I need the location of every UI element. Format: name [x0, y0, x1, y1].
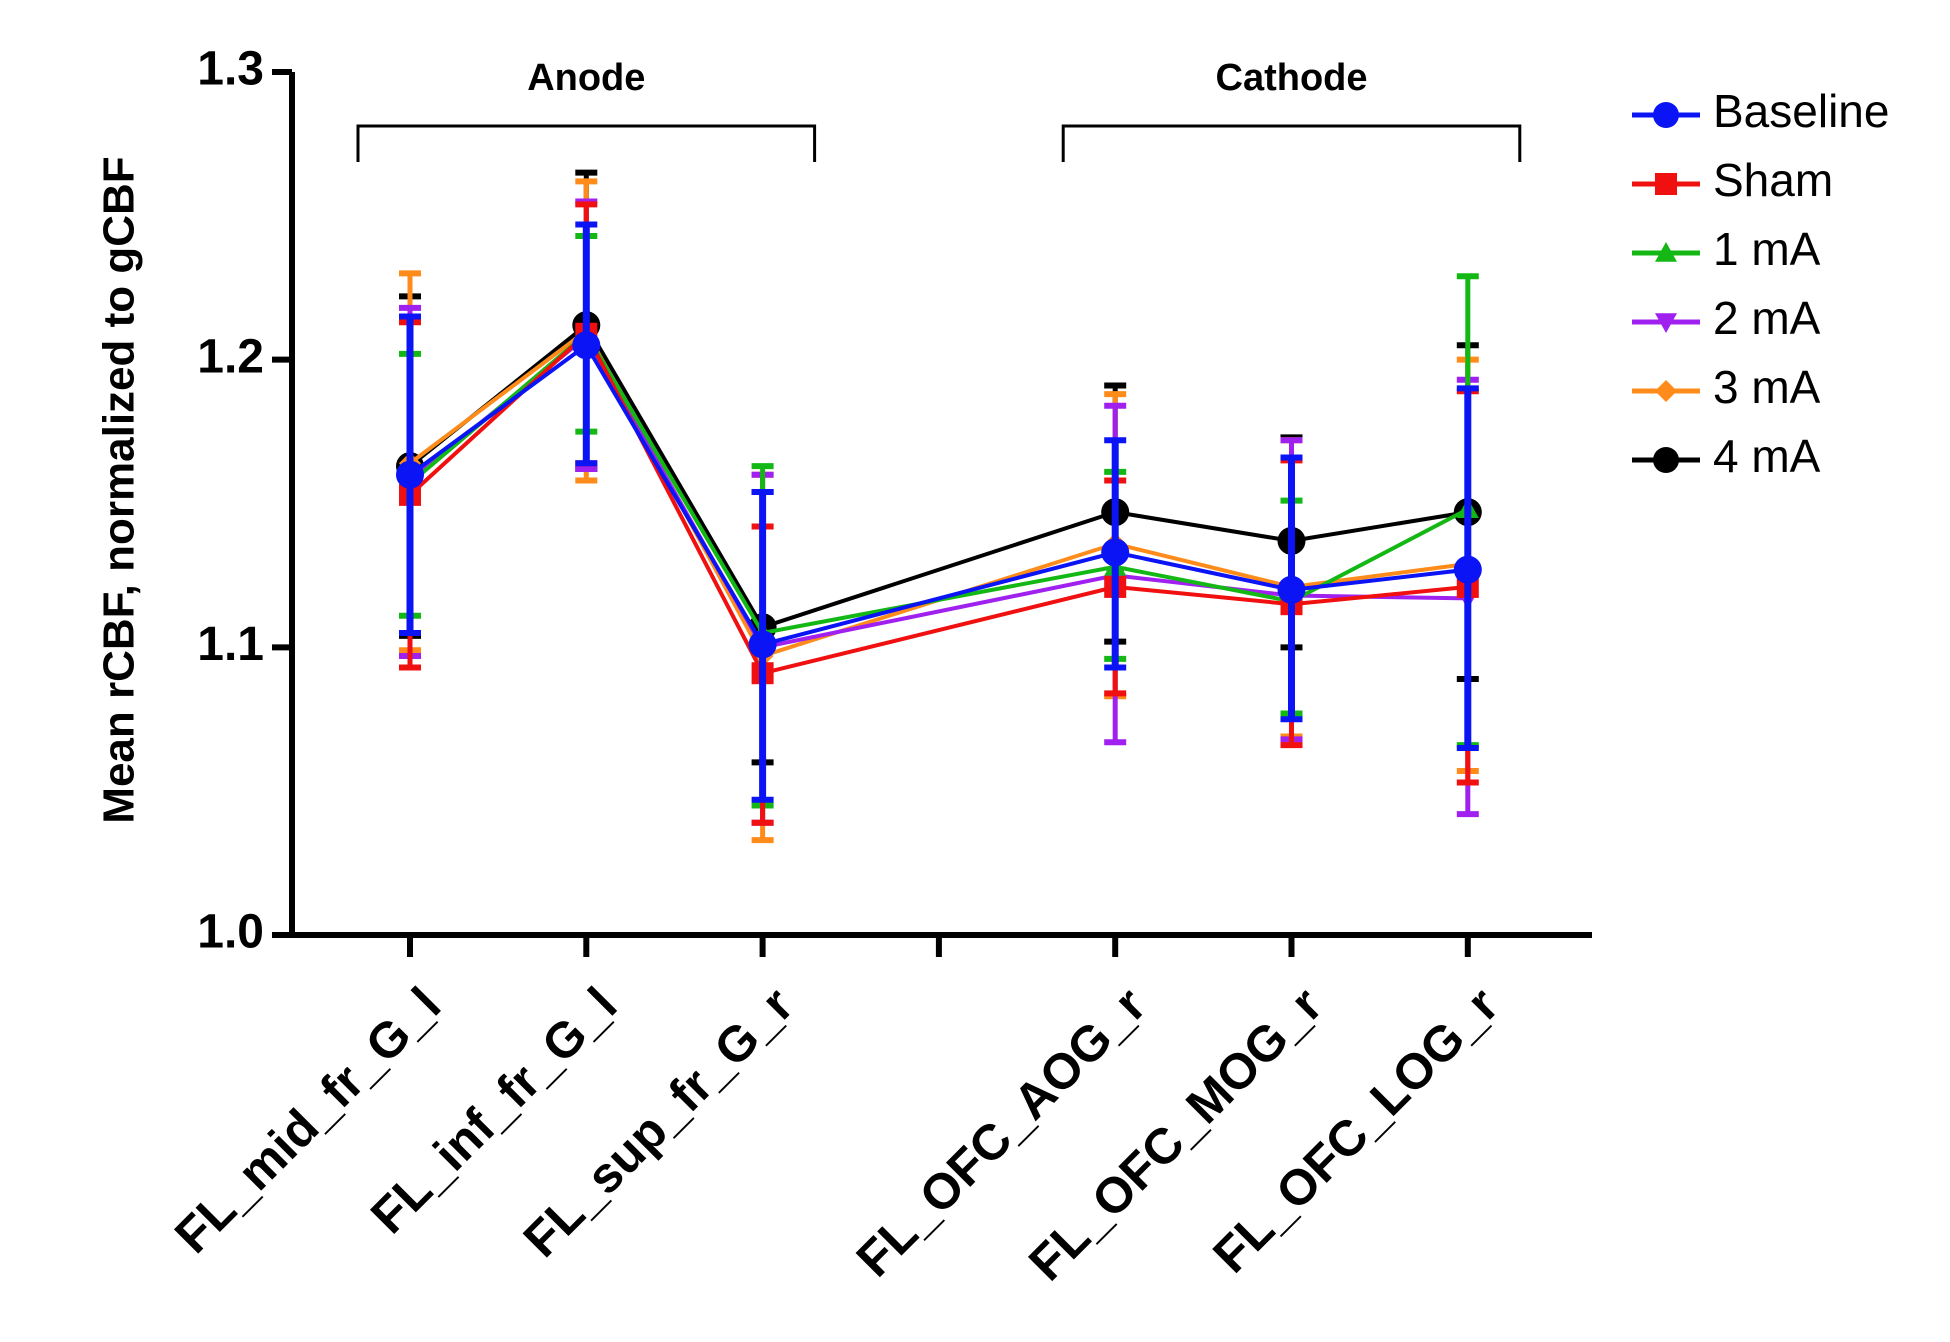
data-point	[1655, 380, 1677, 402]
legend: Baseline Sham 1 mA 2 mA 3 mA 4 mA	[1632, 85, 1889, 482]
series-4-ma	[396, 169, 1482, 766]
group-bracket	[356, 124, 817, 162]
data-point	[1655, 313, 1677, 333]
legend-label: 3 mA	[1713, 361, 1821, 413]
group-label: Anode	[527, 57, 645, 99]
series-1-ma	[399, 232, 1479, 809]
group-label: Cathode	[1216, 57, 1368, 99]
legend-item: 4 mA	[1632, 430, 1821, 482]
series-line	[408, 342, 1469, 647]
data-point	[1453, 555, 1482, 584]
series-line	[408, 330, 1468, 676]
data-point	[1653, 447, 1679, 473]
x-tick-label: FL_OFC_AOG_r	[846, 977, 1157, 1288]
series-2-ma	[399, 198, 1479, 826]
y-tick-label: 1.2	[197, 330, 264, 383]
legend-label: Sham	[1713, 154, 1833, 206]
data-point	[572, 331, 601, 360]
axes: 1.01.11.21.3FL_mid_fr_G_lFL_inf_fr_G_lFL…	[164, 43, 1592, 1292]
series-line	[408, 327, 1469, 659]
y-tick-label: 1.0	[197, 906, 264, 959]
x-tick-label: FL_OFC_MOG_r	[1018, 977, 1333, 1292]
legend-label: 4 mA	[1713, 430, 1821, 482]
legend-item: Baseline	[1632, 85, 1889, 137]
data-point	[396, 460, 424, 489]
group-brackets: Anode Cathode	[356, 57, 1522, 162]
series-line	[408, 322, 1469, 630]
data-point	[748, 630, 777, 659]
data-point	[1101, 538, 1130, 567]
y-tick-label: 1.1	[197, 618, 264, 671]
y-axis-label: Mean rCBF, normalized to gCBF	[95, 156, 144, 823]
series-sham	[399, 201, 1479, 826]
legend-label: Baseline	[1713, 85, 1889, 137]
data-point	[1653, 102, 1679, 128]
data-point	[1655, 242, 1677, 262]
legend-label: 2 mA	[1713, 292, 1821, 344]
legend-label: 1 mA	[1713, 223, 1821, 275]
data-point	[1277, 575, 1306, 604]
legend-item: 2 mA	[1632, 292, 1821, 344]
legend-item: Sham	[1632, 154, 1833, 206]
series-3-ma	[399, 178, 1479, 844]
legend-item: 3 mA	[1632, 361, 1821, 413]
group-bracket	[1061, 124, 1522, 162]
data-point	[1655, 173, 1677, 195]
series-baseline	[396, 221, 1482, 803]
y-tick-label: 1.3	[197, 43, 264, 96]
plot-area	[396, 169, 1482, 844]
legend-item: 1 mA	[1632, 223, 1821, 275]
